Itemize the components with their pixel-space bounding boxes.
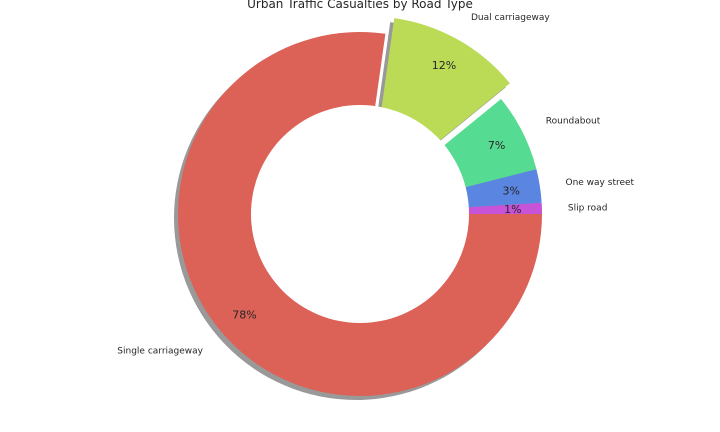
- category-label-slip-road: Slip road: [568, 204, 608, 214]
- donut-hole: [251, 105, 469, 323]
- category-label-roundabout: Roundabout: [546, 116, 601, 126]
- percent-label-dual-carriageway: 12%: [432, 59, 456, 72]
- labels: 1% Slip road 3% One way street 7% Roundabout 1…: [117, 13, 634, 356]
- percent-label-slip-road: 1%: [504, 203, 521, 216]
- category-label-one-way-street: One way street: [566, 178, 635, 188]
- chart-title: Urban Traffic Casualties by Road Type: [247, 0, 473, 11]
- category-label-single-carriageway: Single carriageway: [117, 346, 203, 356]
- percent-label-one-way-street: 3%: [502, 184, 519, 197]
- percent-label-roundabout: 7%: [488, 139, 505, 152]
- category-label-dual-carriageway: Dual carriageway: [471, 13, 550, 23]
- percent-label-single-carriageway: 78%: [232, 308, 256, 321]
